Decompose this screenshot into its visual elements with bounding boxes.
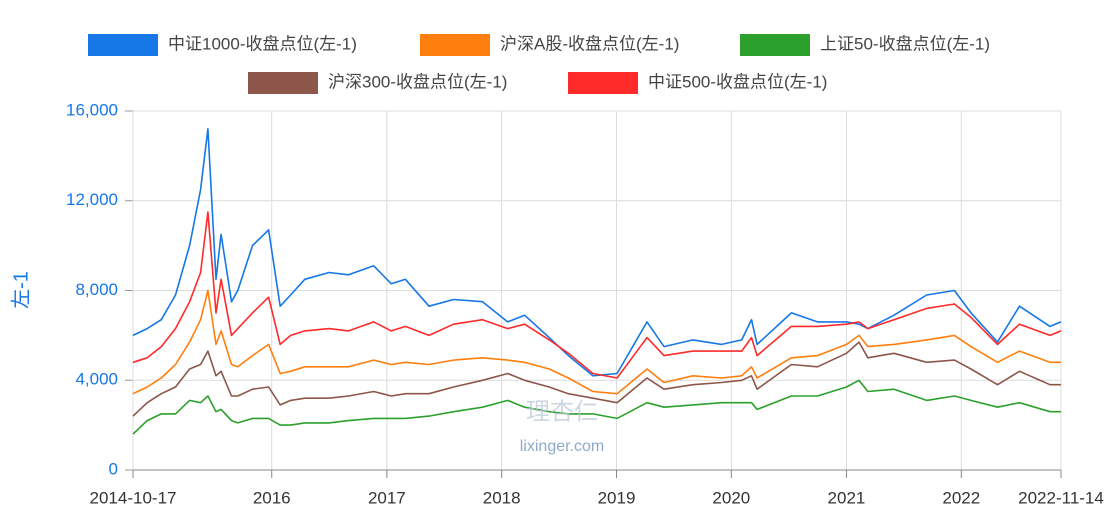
x-tick-label: 2018 (483, 488, 521, 507)
legend: 中证1000-收盘点位(左-1) 沪深A股-收盘点位(左-1) 上证50-收盘点位(… (88, 34, 990, 94)
series-line (132, 211, 1062, 379)
x-tick-label: 2017 (368, 488, 406, 507)
x-tick-label: 2016 (253, 488, 291, 507)
x-tick-label: 2019 (598, 488, 636, 507)
plot: 0 4,000 8,000 12,000 16,000 2014-10-17 2016 201… (66, 34, 1104, 507)
series-line (132, 379, 1061, 435)
legend-label: 沪深A股-收盘点位(左-1) (500, 34, 679, 53)
x-tick-label: 2021 (828, 488, 866, 507)
x-tick-label: 2022-11-14 (1018, 488, 1104, 507)
legend-label: 上证50-收盘点位(左-1) (820, 34, 990, 53)
watermark-logo: 理杏仁 (526, 398, 598, 425)
y-tick-label: 4,000 (75, 370, 118, 389)
y-tick-label: 8,000 (75, 280, 118, 299)
y-tick-label: 12,000 (66, 190, 118, 209)
legend-swatch (420, 34, 490, 56)
legend-swatch (248, 72, 318, 94)
series-line (132, 289, 1061, 395)
y-tick-label: 0 (109, 459, 118, 478)
legend-label: 中证500-收盘点位(左-1) (648, 72, 827, 91)
watermark-site: lixinger.com (520, 438, 604, 455)
x-tick-label: 2014-10-17 (90, 488, 177, 507)
legend-swatch (88, 34, 158, 56)
y-axis-label: 左-1 (9, 271, 32, 309)
x-tick-label: 2020 (712, 488, 750, 507)
series-line (132, 341, 1061, 417)
legend-swatch (568, 72, 638, 94)
legend-swatch (740, 34, 810, 56)
legend-label: 沪深300-收盘点位(左-1) (328, 72, 507, 91)
legend-label: 中证1000-收盘点位(左-1) (168, 34, 357, 53)
x-tick-label: 2022 (942, 488, 980, 507)
y-tick-label: 16,000 (66, 100, 118, 119)
